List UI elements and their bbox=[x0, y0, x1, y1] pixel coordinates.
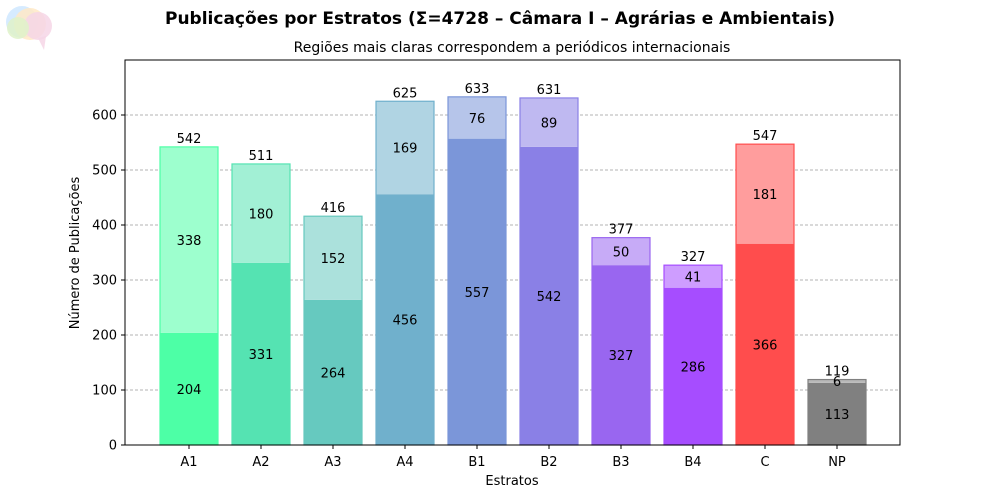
x-tick-label: B1 bbox=[468, 455, 485, 470]
international-value-label: 50 bbox=[613, 245, 630, 260]
y-tick-label: 300 bbox=[92, 274, 117, 289]
y-tick-label: 200 bbox=[92, 329, 117, 344]
international-value-label: 41 bbox=[685, 270, 702, 285]
bar-segment-national bbox=[808, 382, 866, 445]
total-label: 416 bbox=[321, 201, 346, 216]
bar-segment-international bbox=[376, 101, 434, 195]
total-label: 542 bbox=[177, 132, 202, 147]
x-axis: A1 A2 A3 A4 B1 B2 B3 B4 C NP bbox=[180, 445, 846, 470]
x-tick-label: A4 bbox=[396, 455, 413, 470]
bar-segment-national bbox=[376, 194, 434, 445]
y-tick-label: 0 bbox=[109, 439, 117, 454]
x-tick-label: A3 bbox=[324, 455, 341, 470]
national-value-label: 264 bbox=[321, 366, 346, 381]
logo-icon bbox=[6, 6, 52, 50]
bar-segment-national bbox=[232, 262, 290, 445]
total-label: 377 bbox=[609, 223, 634, 238]
total-label: 633 bbox=[465, 82, 490, 97]
national-value-label: 204 bbox=[177, 383, 202, 398]
total-label: 547 bbox=[753, 129, 778, 144]
y-tick-label: 400 bbox=[92, 219, 117, 234]
international-value-label: 338 bbox=[177, 234, 202, 249]
total-label: 511 bbox=[249, 149, 274, 164]
international-value-label: 76 bbox=[469, 112, 486, 127]
bar-segment-national bbox=[160, 332, 218, 445]
bar-segment-international bbox=[664, 265, 722, 288]
bar-segment-international bbox=[448, 96, 506, 139]
chart-subtitle: Regiões mais claras correspondem a perió… bbox=[294, 40, 731, 56]
bar-segment-national bbox=[304, 299, 362, 445]
y-tick-label: 500 bbox=[92, 164, 117, 179]
international-value-label: 180 bbox=[249, 207, 274, 222]
bar-segment-national bbox=[736, 243, 794, 445]
plot-frame bbox=[124, 59, 901, 446]
bar-segment-national bbox=[664, 287, 722, 445]
bar-segment-national bbox=[520, 146, 578, 445]
chart-title: Publicações por Estratos (Σ=4728 – Câmar… bbox=[165, 9, 835, 29]
x-tick-label: A1 bbox=[180, 455, 197, 470]
bar-segment-international bbox=[520, 97, 578, 147]
y-tick-label: 100 bbox=[92, 384, 117, 399]
x-tick-label: B3 bbox=[612, 455, 629, 470]
x-tick-label: NP bbox=[828, 455, 846, 470]
y-tick-label: 600 bbox=[92, 109, 117, 124]
international-value-label: 6 bbox=[833, 375, 841, 390]
x-tick-label: B2 bbox=[540, 455, 557, 470]
bar-segment-international bbox=[736, 144, 794, 244]
national-value-label: 113 bbox=[825, 408, 850, 423]
bar-segment-international bbox=[808, 379, 866, 383]
total-label: 631 bbox=[537, 83, 562, 98]
bar-segment-international bbox=[592, 237, 650, 266]
y-axis-label: Número de Publicações bbox=[68, 177, 83, 330]
national-value-label: 286 bbox=[681, 360, 706, 375]
national-value-label: 366 bbox=[753, 338, 778, 353]
national-value-label: 327 bbox=[609, 349, 634, 364]
international-value-label: 181 bbox=[753, 188, 778, 203]
total-label: 625 bbox=[393, 86, 418, 101]
international-value-label: 152 bbox=[321, 252, 346, 267]
national-value-label: 557 bbox=[465, 286, 490, 301]
bar-segment-international bbox=[232, 163, 290, 263]
bar-segment-international bbox=[160, 146, 218, 333]
total-label: 327 bbox=[681, 250, 706, 265]
y-axis: 0 100 200 300 400 500 600 bbox=[92, 109, 125, 454]
total-label: 119 bbox=[825, 365, 850, 380]
x-tick-label: C bbox=[760, 455, 769, 470]
national-value-label: 456 bbox=[393, 314, 418, 329]
international-value-label: 89 bbox=[541, 116, 558, 131]
bar-segment-national bbox=[448, 138, 506, 445]
bar-segment-national bbox=[592, 265, 650, 445]
x-axis-label: Estratos bbox=[485, 474, 538, 489]
national-value-label: 542 bbox=[537, 290, 562, 305]
bars bbox=[159, 96, 867, 446]
international-value-label: 169 bbox=[393, 142, 418, 157]
x-tick-label: A2 bbox=[252, 455, 269, 470]
x-tick-label: B4 bbox=[684, 455, 701, 470]
bar-segment-international bbox=[304, 216, 362, 300]
national-value-label: 331 bbox=[249, 348, 274, 363]
